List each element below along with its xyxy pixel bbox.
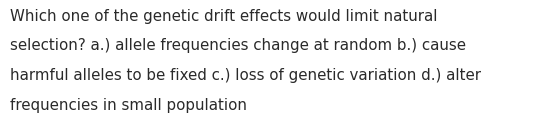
- Text: frequencies in small population: frequencies in small population: [10, 98, 247, 113]
- Text: Which one of the genetic drift effects would limit natural: Which one of the genetic drift effects w…: [10, 9, 437, 24]
- Text: harmful alleles to be fixed c.) loss of genetic variation d.) alter: harmful alleles to be fixed c.) loss of …: [10, 68, 481, 83]
- Text: selection? a.) allele frequencies change at random b.) cause: selection? a.) allele frequencies change…: [10, 38, 466, 53]
